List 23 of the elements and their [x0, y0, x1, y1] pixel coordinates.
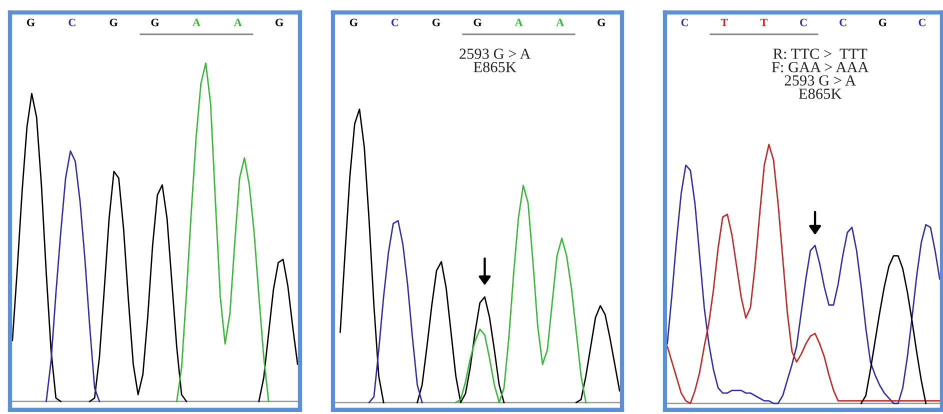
text: A	[514, 18, 523, 26]
text: C	[681, 18, 688, 26]
text: G	[432, 18, 440, 26]
chart-title: R: TTC > TTT F: GAA > AAA 2593 G > A E865K	[772, 48, 869, 99]
text: T	[720, 18, 728, 26]
text: G	[110, 18, 118, 26]
text: A	[234, 18, 242, 26]
text: T	[760, 18, 768, 26]
text: G	[276, 18, 284, 26]
text: C	[68, 18, 76, 26]
text: G	[151, 18, 160, 26]
text: G	[350, 18, 358, 26]
text: C	[840, 18, 846, 26]
text: G	[598, 18, 606, 26]
chart-title: 2593 G > A E865K	[460, 48, 531, 72]
text: C	[918, 18, 926, 26]
text: G	[26, 18, 35, 26]
text: G	[474, 18, 482, 26]
text: C	[800, 18, 807, 26]
text: A	[192, 18, 200, 26]
text: C	[391, 18, 398, 26]
text: G	[878, 18, 887, 26]
text: A	[556, 18, 564, 26]
